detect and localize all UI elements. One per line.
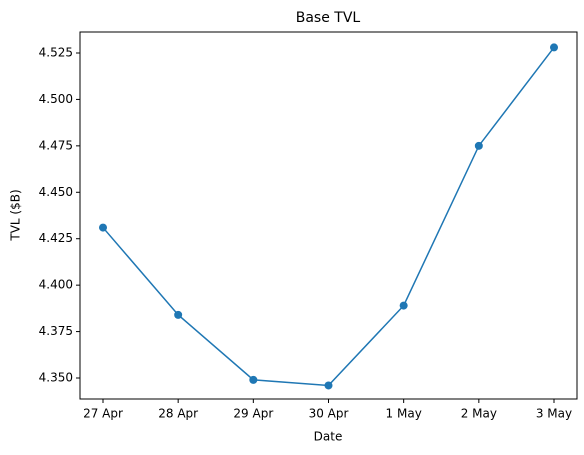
- x-axis-label: Date: [314, 430, 343, 444]
- y-tick-label: 4.400: [39, 278, 73, 292]
- y-tick-label: 4.525: [39, 45, 73, 59]
- x-tick-label: 27 Apr: [83, 407, 123, 421]
- x-tick-label: 2 May: [461, 407, 497, 421]
- chart-title: Base TVL: [296, 10, 361, 26]
- marker: [399, 301, 408, 310]
- marker: [174, 310, 183, 319]
- marker: [474, 141, 483, 150]
- y-tick-label: 4.425: [39, 231, 73, 245]
- marker: [324, 381, 333, 390]
- y-tick-label: 4.500: [39, 92, 73, 106]
- y-axis-label: TVL ($B): [9, 189, 23, 241]
- x-tick-label: 28 Apr: [158, 407, 198, 421]
- plot-frame: [79, 31, 578, 400]
- marker: [99, 223, 107, 232]
- x-tick-label: 1 May: [386, 407, 422, 421]
- x-tick-label: 30 Apr: [309, 407, 349, 421]
- y-tick-label: 4.375: [39, 324, 73, 338]
- x-tick-label: 3 May: [536, 407, 572, 421]
- marker: [249, 375, 258, 384]
- y-tick-label: 4.450: [39, 185, 73, 199]
- y-tick-label: 4.350: [39, 371, 73, 385]
- x-tick-label: 29 Apr: [233, 407, 273, 421]
- marker: [550, 43, 558, 52]
- y-tick-label: 4.475: [39, 138, 73, 152]
